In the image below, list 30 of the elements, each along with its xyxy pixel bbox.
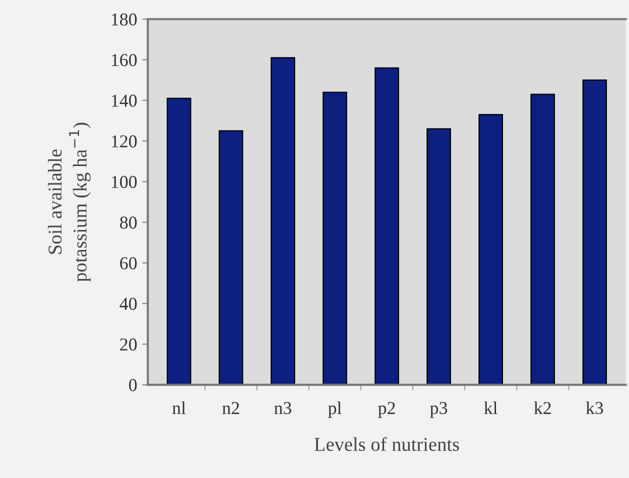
bar (218, 130, 244, 385)
bar (374, 67, 400, 385)
x-tick-label: k2 (534, 401, 551, 414)
x-tick-label: p2 (378, 402, 395, 418)
bar (270, 57, 296, 385)
y-axis-title: Soil available potassium (kg ha$^{−1}$) (48, 122, 91, 282)
y-tick-label: 100 (112, 176, 137, 188)
x-tick-label: kl (484, 401, 498, 414)
y-tick-label: 80 (120, 216, 137, 229)
y-tick-label: 60 (120, 257, 137, 270)
y-tick-label: 160 (112, 54, 137, 66)
bar (582, 80, 607, 385)
bar (426, 128, 452, 385)
bar (530, 94, 555, 385)
x-tick-label: nl (172, 401, 186, 414)
x-tick-label: pl (328, 401, 342, 418)
bar (478, 114, 504, 385)
x-tick-label: k3 (586, 401, 603, 414)
bar (322, 92, 348, 385)
x-axis-title: Levels of nutrients (314, 437, 460, 451)
bar (166, 98, 192, 385)
y-tick-label: 40 (120, 298, 137, 310)
x-tick-label: n3 (274, 402, 292, 414)
y-tick-label: 120 (112, 135, 137, 148)
y-tick-label: 0 (129, 379, 137, 392)
y-tick-label: 140 (112, 94, 137, 107)
y-tick-label: 180 (112, 13, 137, 26)
x-tick-label: n2 (222, 402, 239, 414)
y-tick-label: 20 (120, 338, 137, 351)
x-tick-label: p3 (430, 402, 448, 418)
